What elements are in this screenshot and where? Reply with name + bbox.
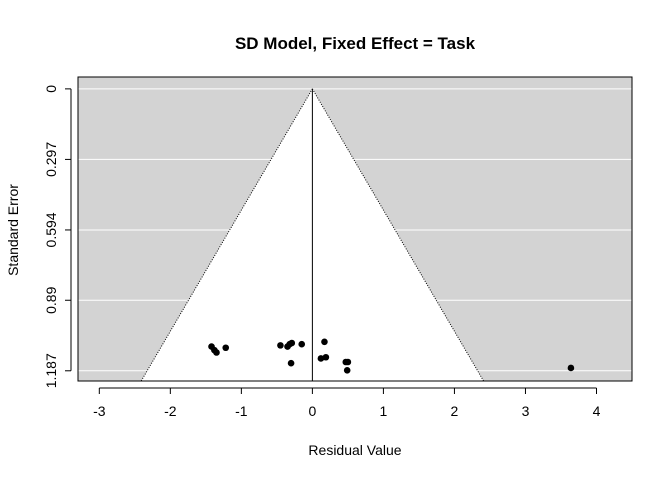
x-tick-label-6: 3 xyxy=(522,403,530,419)
plot-frame xyxy=(77,76,633,382)
y-tick-label-2: 0.594 xyxy=(43,212,59,247)
y-axis-label: Standard Error xyxy=(5,184,21,276)
x-axis-label: Residual Value xyxy=(308,442,401,458)
y-tick-label-1: 0.297 xyxy=(43,142,59,177)
data-point-8 xyxy=(287,359,295,367)
data-point-14 xyxy=(344,358,352,366)
chart-title: SD Model, Fixed Effect = Task xyxy=(235,34,476,53)
x-tick-label-5: 2 xyxy=(451,403,459,419)
y-axis: 0 0.297 0.594 0.89 1.187 xyxy=(43,85,72,388)
x-tick-label-0: -3 xyxy=(93,403,106,419)
x-axis: -3 -2 -1 0 1 2 3 4 xyxy=(93,387,601,419)
x-tick-label-7: 4 xyxy=(593,403,601,419)
x-tick-label-3: 0 xyxy=(308,403,316,419)
data-points xyxy=(208,338,575,374)
x-tick-label-1: -2 xyxy=(164,403,177,419)
data-point-9 xyxy=(298,340,306,348)
data-point-4 xyxy=(277,342,284,349)
data-point-2 xyxy=(213,349,220,356)
x-tick-label-2: -1 xyxy=(235,403,248,419)
x-tick-label-4: 1 xyxy=(380,403,388,419)
y-tick-label-0: 0 xyxy=(43,85,59,93)
data-point-12 xyxy=(322,353,330,361)
data-point-15 xyxy=(343,367,351,374)
data-point-11 xyxy=(321,338,328,346)
y-tick-label-4: 1.187 xyxy=(43,353,59,388)
data-point-16 xyxy=(567,364,575,372)
data-point-7 xyxy=(288,339,296,347)
y-tick-label-3: 0.89 xyxy=(43,286,59,313)
data-point-3 xyxy=(222,344,230,352)
data-point-10 xyxy=(317,355,325,362)
